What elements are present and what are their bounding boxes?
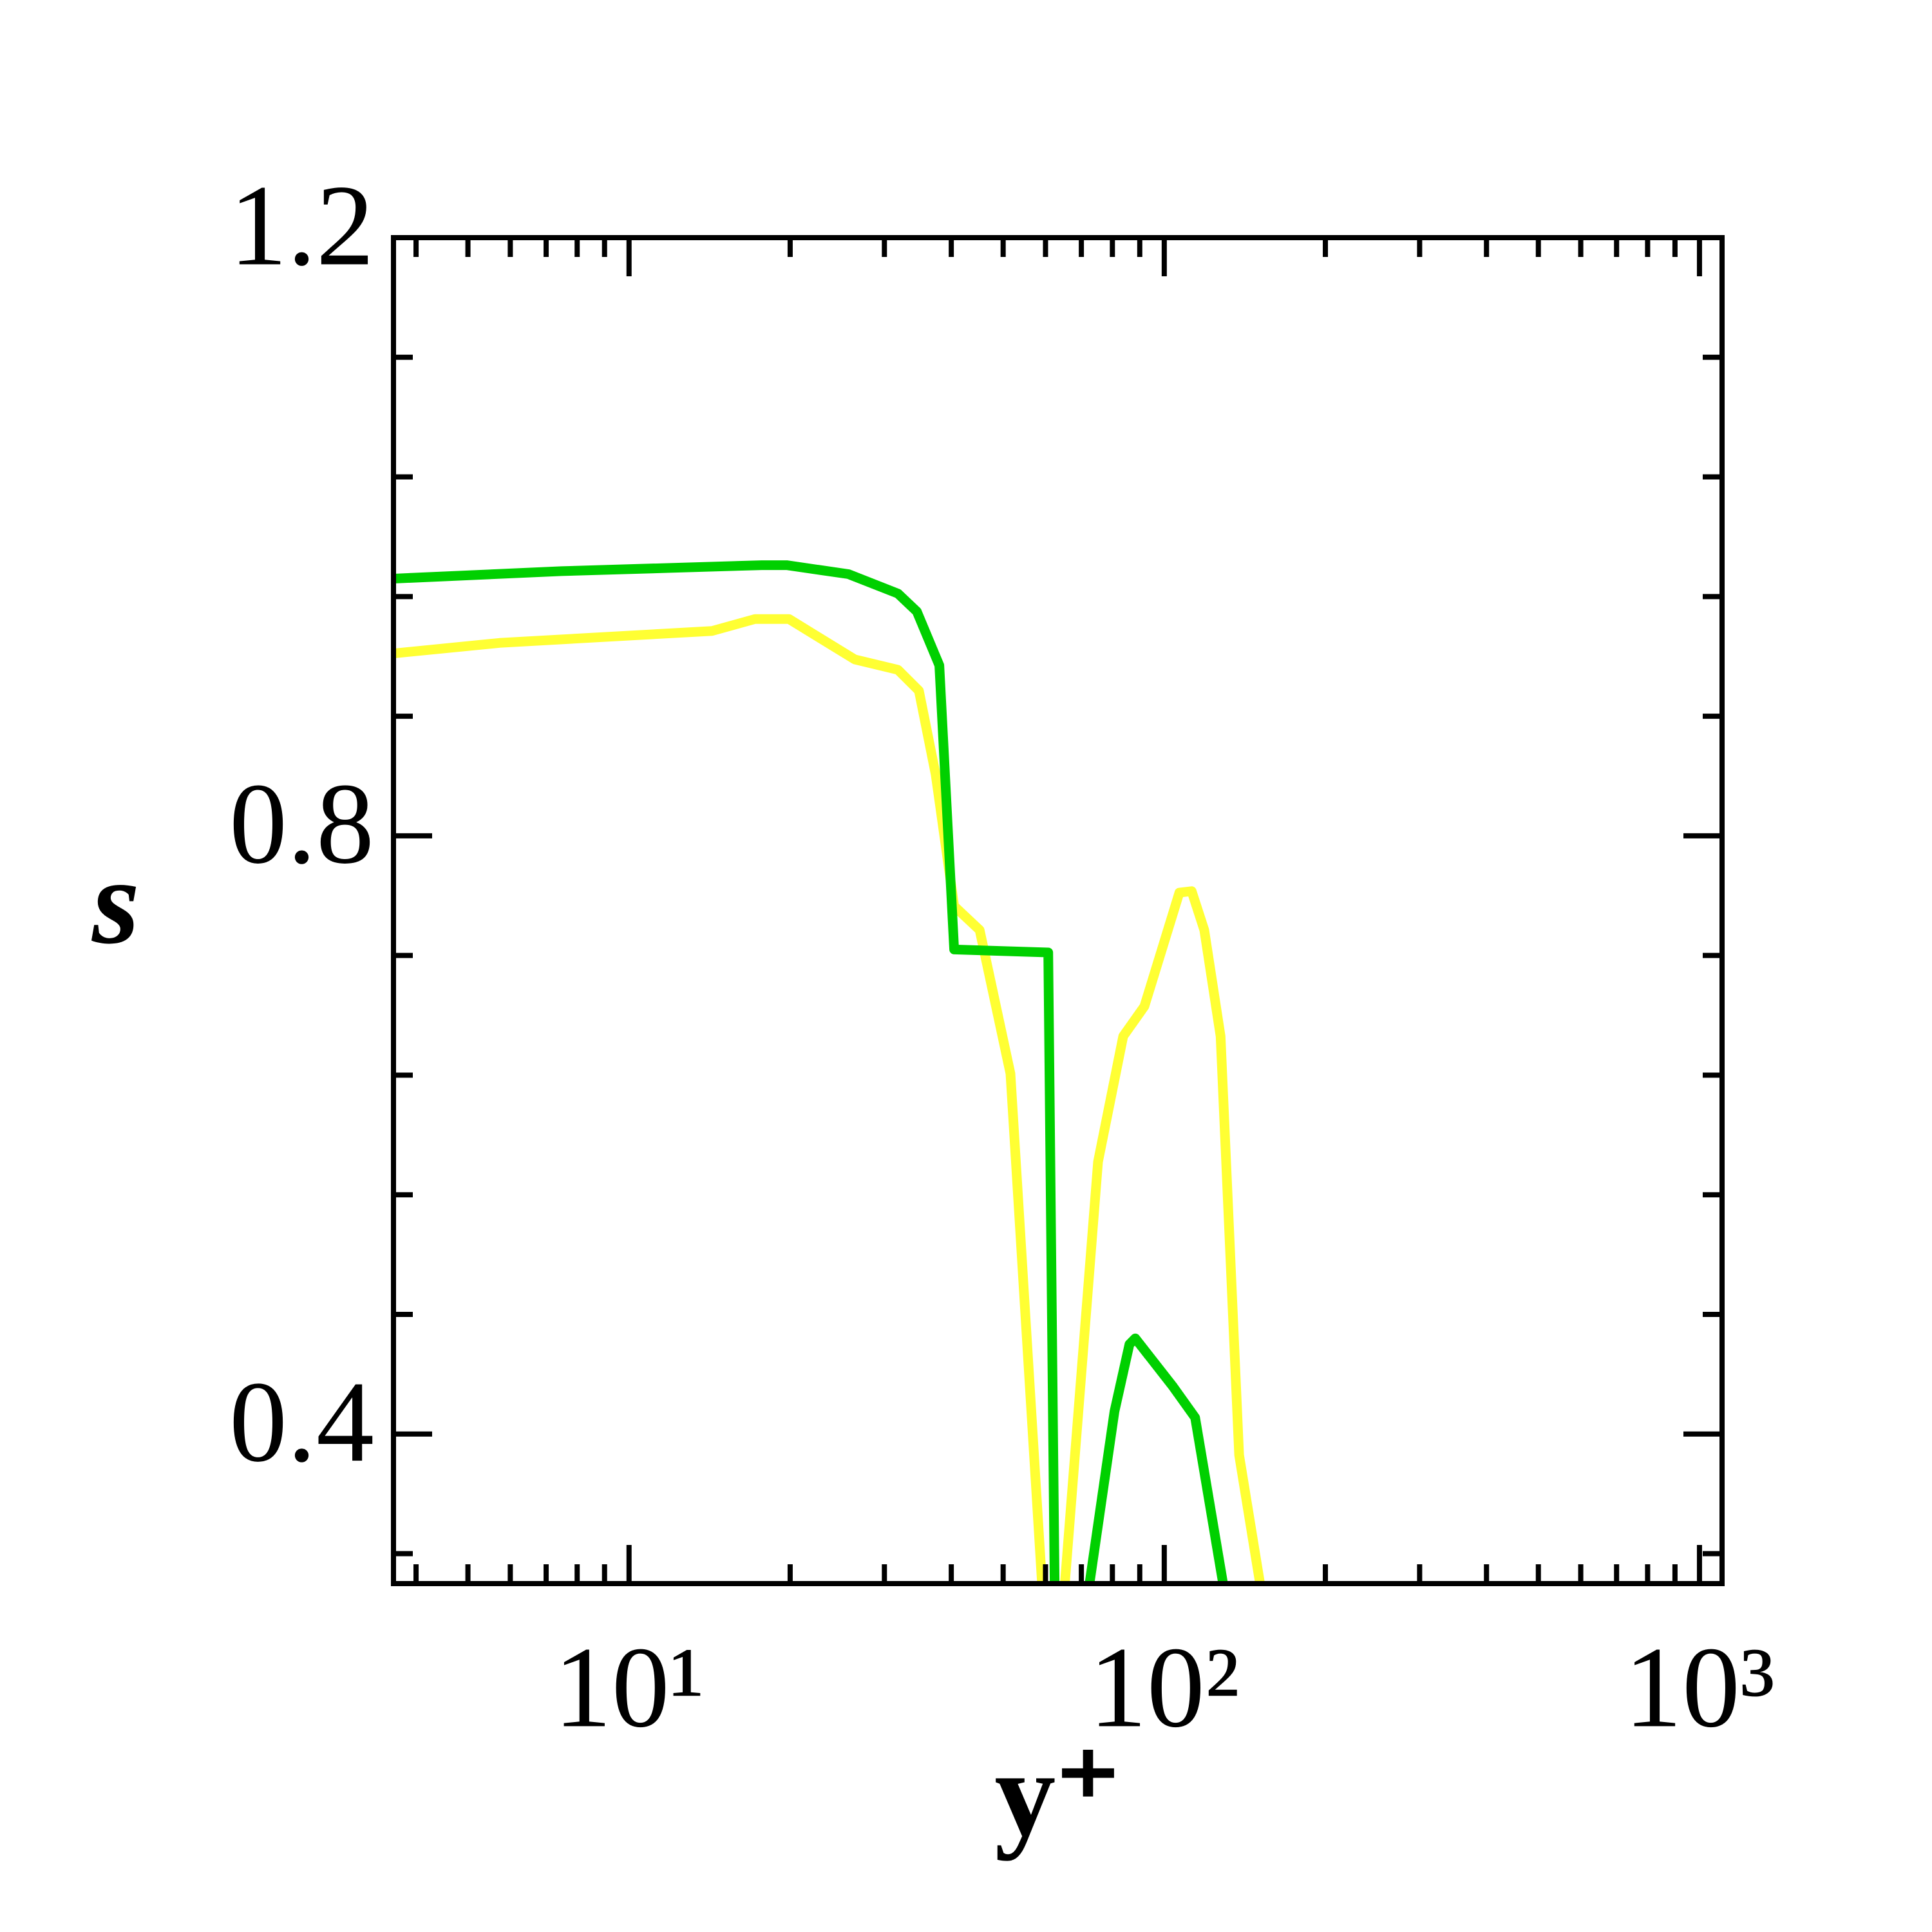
y-tick-label: 1.2 <box>229 161 374 289</box>
y-axis-title: s <box>91 835 140 970</box>
plot-frame <box>391 235 1725 1586</box>
series-line <box>393 560 1228 1584</box>
x-tick-label: 10³ <box>1624 1623 1775 1751</box>
series-line <box>393 614 1265 1584</box>
x-tick-label: 10² <box>1089 1623 1240 1751</box>
y-tick-label: 0.4 <box>229 1358 374 1486</box>
y-tick-label: 0.8 <box>229 759 374 887</box>
x-axis-title: y⁺ <box>994 1727 1120 1862</box>
x-tick-label: 10¹ <box>554 1623 705 1751</box>
plot-area <box>393 560 1265 1584</box>
